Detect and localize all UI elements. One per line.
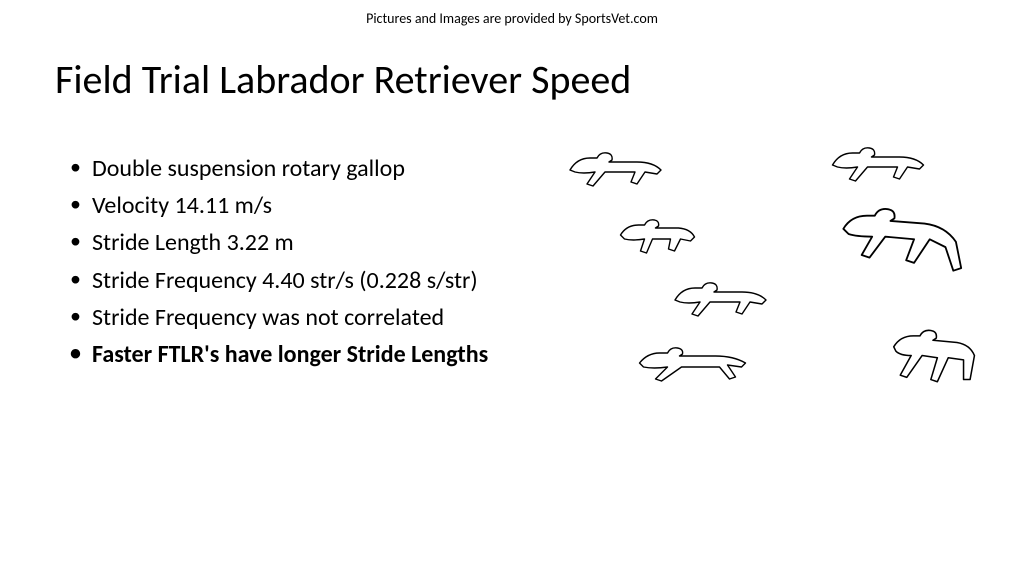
bullet-list: Double suspension rotary gallopVelocity … xyxy=(70,150,488,373)
dog-gallop-diagram xyxy=(545,135,1015,400)
bullet-item: Velocity 14.11 m/s xyxy=(70,187,488,224)
dog-silhouette-icon xyxy=(830,200,985,272)
dog-silhouette-icon xyxy=(615,335,770,390)
attribution-text: Pictures and Images are provided by Spor… xyxy=(0,10,1024,27)
dog-silhouette-icon xyxy=(610,205,725,260)
page-title: Field Trial Labrador Retriever Speed xyxy=(55,55,631,104)
dog-silhouette-icon xyxy=(885,320,1005,390)
bullet-item: Stride Frequency 4.40 str/s (0.228 s/str… xyxy=(70,262,488,299)
dog-silhouette-icon xyxy=(650,270,800,325)
bullet-item: Faster FTLR's have longer Stride Lengths xyxy=(70,336,488,373)
bullet-item: Stride Frequency was not correlated xyxy=(70,299,488,336)
dog-silhouette-icon xyxy=(555,140,685,195)
bullet-item: Stride Length 3.22 m xyxy=(70,224,488,261)
dog-silhouette-icon xyxy=(810,135,955,190)
bullet-item: Double suspension rotary gallop xyxy=(70,150,488,187)
